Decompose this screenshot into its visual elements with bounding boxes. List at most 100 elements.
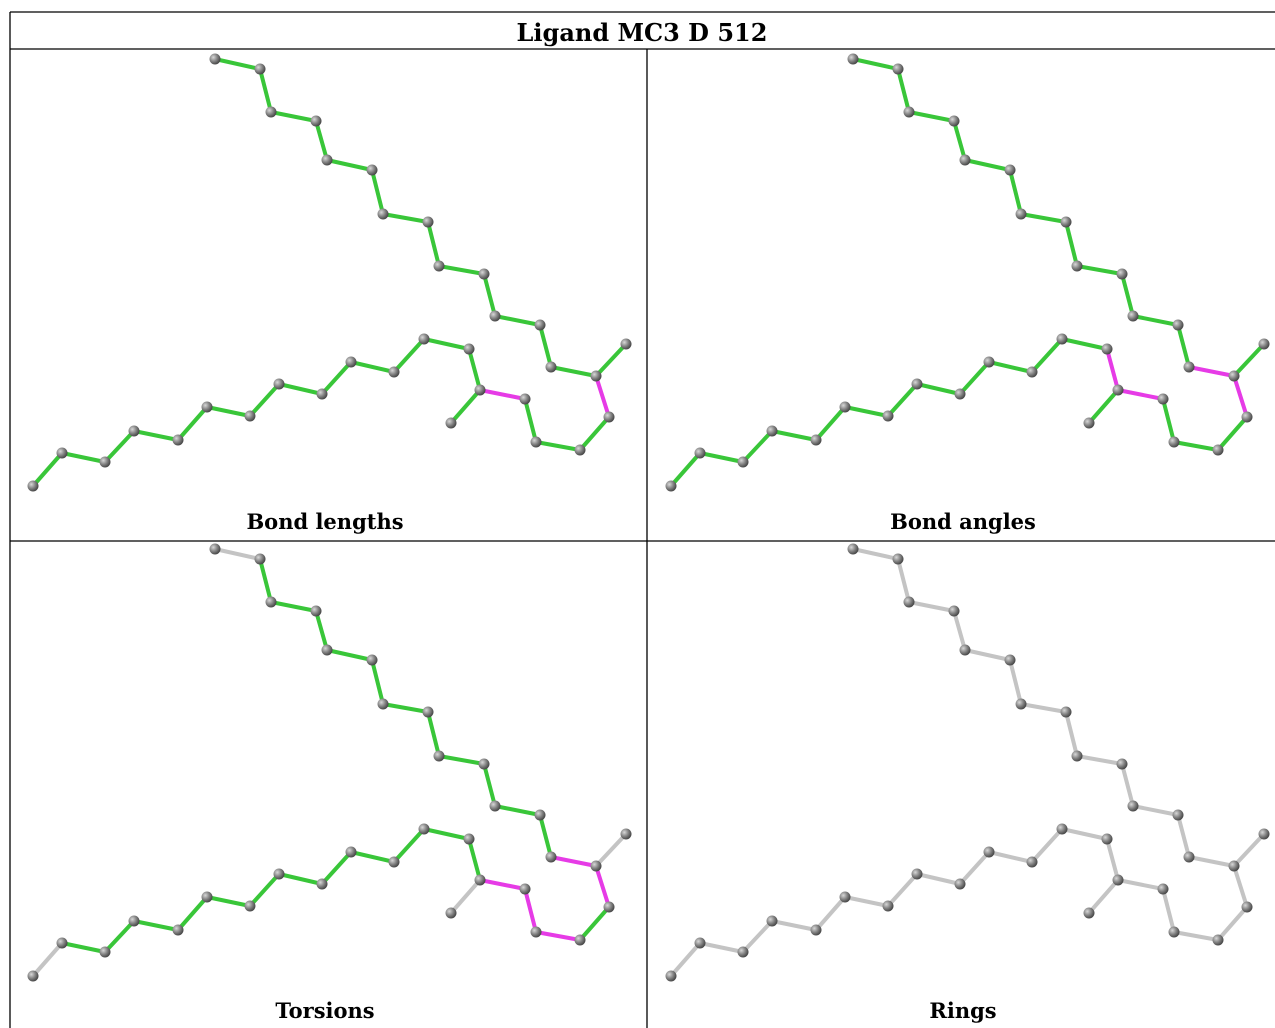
bond [370,168,385,216]
bond [482,272,497,318]
bond [1087,878,1120,915]
panel-bond-lengths: Bond lengths [27,53,632,534]
bond [534,440,582,452]
atom [418,333,430,345]
bond [958,850,991,886]
atom [1060,706,1072,718]
atom [377,698,389,710]
atom [1101,343,1113,355]
atom [574,934,586,946]
bond [320,360,353,396]
atom [99,946,111,958]
bond [370,658,385,706]
atom [954,388,966,400]
bond [269,600,318,613]
bond [1120,272,1135,318]
atom [366,654,378,666]
bond [493,314,542,327]
atom [489,310,501,322]
panel-torsions: Torsions [27,543,632,1023]
atom [665,480,677,492]
bond [594,374,611,419]
bond [478,878,527,891]
panel-bond-angles: Bond angles [665,53,1270,534]
atom [1168,926,1180,938]
atom [172,924,184,936]
atom [882,900,894,912]
atom [388,366,400,378]
bond [1019,212,1068,224]
atom [1060,216,1072,228]
bond [741,429,774,464]
atom [530,926,542,938]
atom [1015,208,1027,220]
atom [590,370,602,382]
molecule-torsions [27,543,632,982]
bond [1116,388,1165,401]
atom [1183,851,1195,863]
atom [1083,907,1095,919]
bond [1060,827,1109,841]
bond [770,919,818,932]
atom [366,164,378,176]
bond [1075,754,1124,766]
atom [1071,750,1083,762]
atom [1026,366,1038,378]
atom [1241,411,1253,423]
bond [176,405,209,442]
bond [437,754,486,766]
bond [60,451,107,464]
bond [1116,878,1165,891]
atom [201,891,213,903]
panel-caption-torsions: Torsions [275,998,374,1023]
bond [594,864,611,909]
atom [1183,361,1195,373]
molecule-bond-lengths [27,53,632,492]
atom [1168,436,1180,448]
atom [694,937,706,949]
atom [766,425,778,437]
atom [418,823,430,835]
atom [254,63,266,75]
bond [1019,702,1068,714]
atom [310,605,322,617]
bond [320,850,353,886]
bond [392,337,426,374]
table-grid [9,11,1275,1028]
atom [1127,310,1139,322]
panel-rings: Rings [665,543,1270,1023]
bond [422,827,471,841]
atom [244,410,256,422]
bond [467,837,482,882]
bond [538,813,553,859]
atom [478,268,490,280]
bond [258,557,273,604]
bond [349,360,396,374]
atom [665,970,677,982]
bond [31,941,64,978]
bond [814,895,847,932]
atom [321,644,333,656]
bond [770,429,818,442]
atom [489,800,501,812]
atom [265,106,277,118]
atom [519,883,531,895]
atom [1004,654,1016,666]
bond [549,365,598,378]
bond [1232,342,1266,378]
panel-caption-rings: Rings [929,998,996,1023]
bond [1087,388,1120,425]
atom [56,447,68,459]
bond [205,895,252,908]
atom [474,874,486,886]
bond [578,905,611,942]
atom [983,356,995,368]
atom [847,543,859,555]
atom [1083,417,1095,429]
bond [915,872,962,886]
molecule-rings [665,543,1270,982]
atom [1258,338,1270,350]
atom [574,444,586,456]
atom [433,260,445,272]
bond [103,429,136,464]
